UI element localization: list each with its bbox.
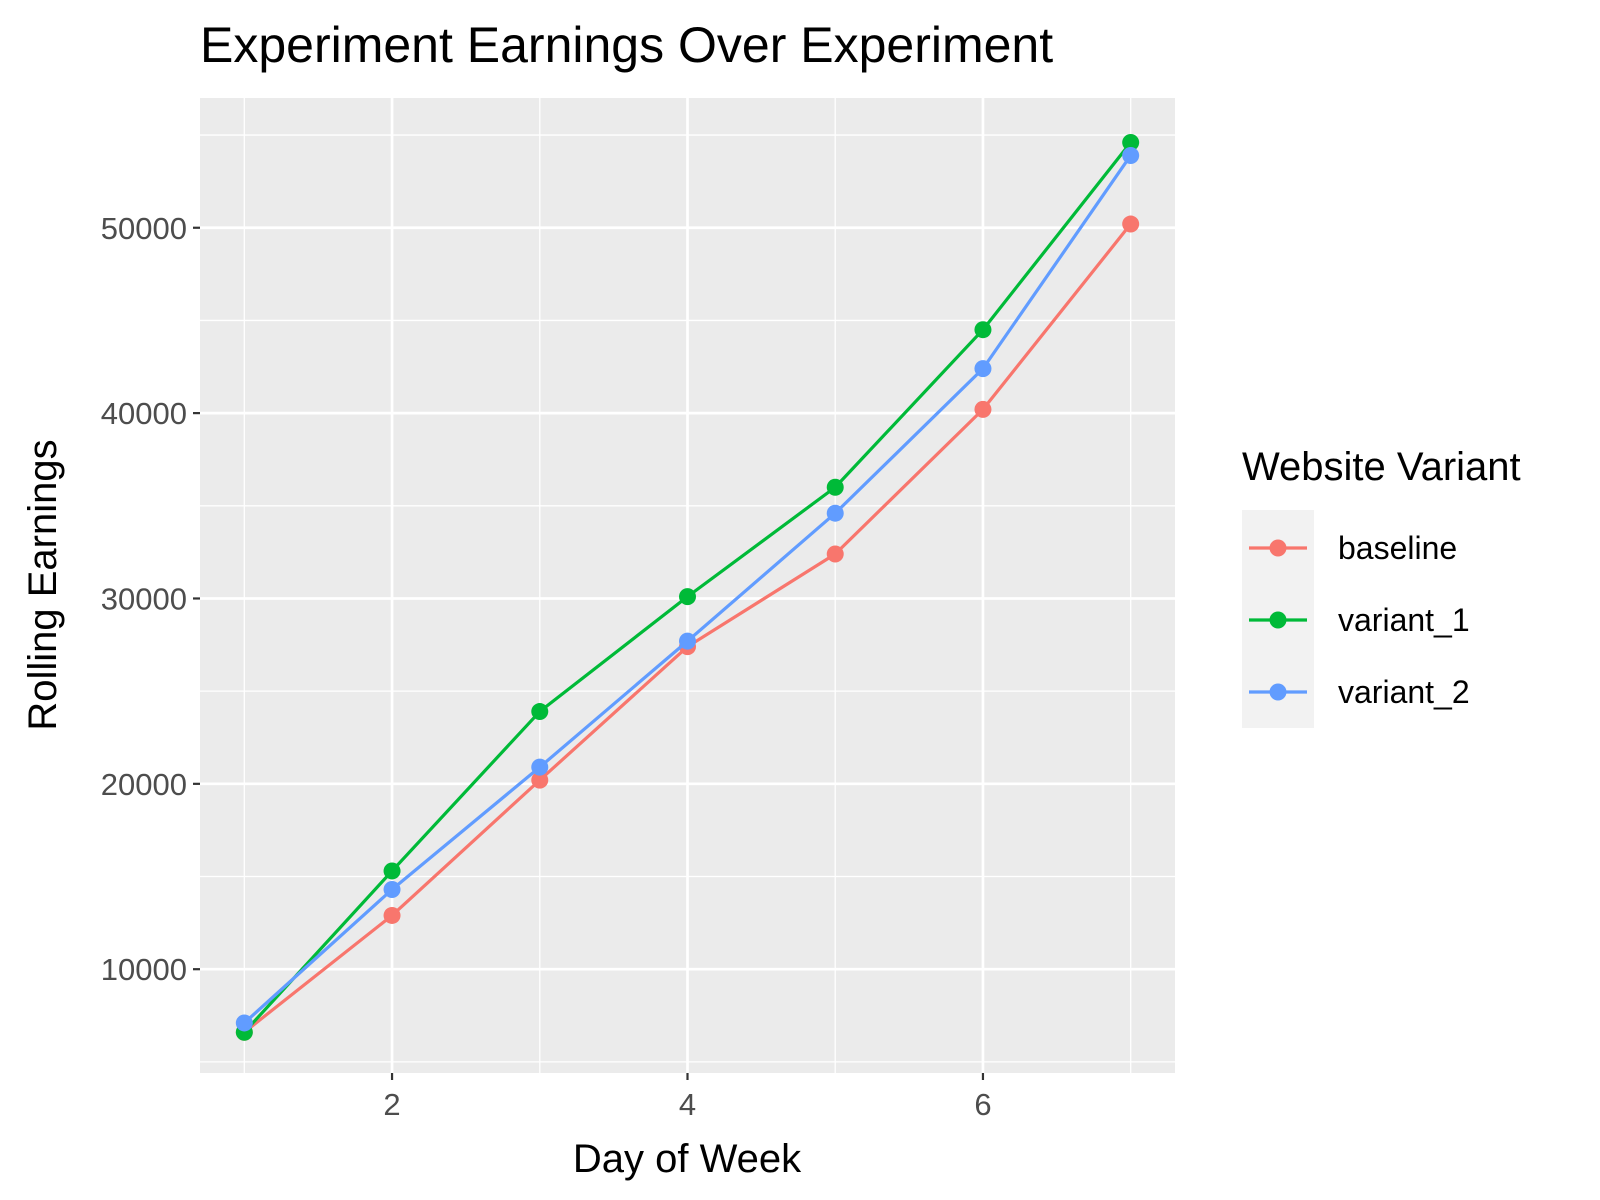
series-variant_1 [235, 133, 1140, 1041]
data-point [531, 771, 549, 789]
legend-title: Website Variant [1242, 445, 1521, 489]
data-point [826, 478, 844, 496]
data-point [826, 504, 844, 522]
legend-label: variant_1 [1338, 602, 1470, 638]
series-variant_2 [235, 146, 1140, 1032]
data-point [974, 321, 992, 339]
y-tick-label: 20000 [101, 767, 187, 802]
data-point [531, 703, 549, 721]
legend-item-variant_1: variant_1 [1249, 602, 1470, 638]
y-tick-label: 30000 [101, 581, 187, 616]
y-tick-label: 10000 [101, 952, 187, 987]
legend-label: variant_2 [1338, 674, 1470, 710]
data-point [826, 545, 844, 563]
y-axis-title: Rolling Earnings [21, 439, 65, 730]
data-point [679, 588, 696, 606]
data-point [1122, 215, 1140, 233]
series-layer [235, 133, 1140, 1041]
chart-title: Experiment Earnings Over Experiment [200, 17, 1053, 73]
data-point [531, 758, 549, 776]
legend-key-point [1269, 539, 1287, 557]
legend-item-variant_2: variant_2 [1249, 674, 1470, 710]
x-axis: 2 4 6 [383, 1073, 992, 1122]
data-point [974, 400, 992, 418]
y-axis: 10000 20000 30000 40000 50000 [101, 211, 200, 987]
x-axis-title: Day of Week [573, 1137, 802, 1181]
legend-key-point [1269, 611, 1287, 629]
x-tick-label: 2 [383, 1087, 400, 1122]
legend-item-baseline: baseline [1249, 530, 1457, 566]
y-tick-label: 40000 [101, 396, 187, 431]
x-tick-label: 4 [679, 1087, 696, 1122]
data-point [383, 906, 401, 924]
y-tick-label: 50000 [101, 211, 187, 246]
data-point [679, 632, 696, 650]
x-tick-label: 6 [974, 1087, 991, 1122]
legend: Website Variant baseline variant_1variant… [1242, 445, 1521, 728]
data-point [1122, 146, 1140, 164]
data-point [1122, 133, 1140, 151]
legend-label: baseline [1338, 530, 1457, 566]
data-point [974, 360, 992, 378]
data-point [383, 862, 401, 880]
legend-key-point [1269, 683, 1287, 701]
data-point [235, 1014, 253, 1032]
data-point [383, 880, 401, 898]
